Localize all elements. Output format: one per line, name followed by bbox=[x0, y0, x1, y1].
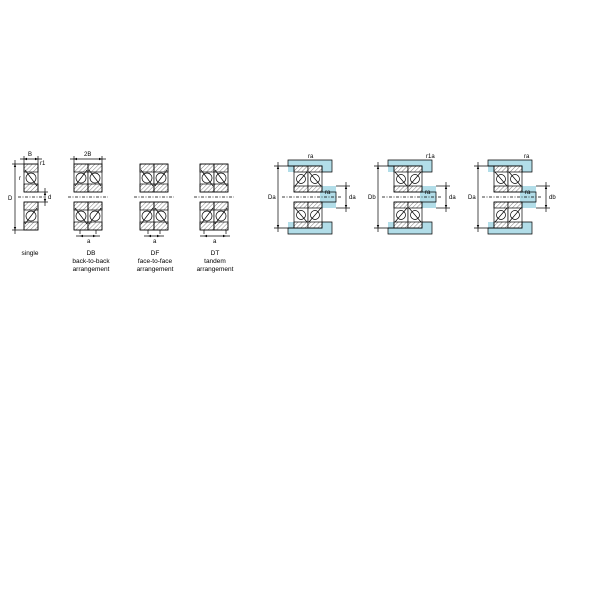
dim-r1: r1 bbox=[40, 161, 46, 167]
dim-a-df: a bbox=[153, 239, 157, 245]
fig-fit1: ra ra Da da bbox=[268, 150, 358, 250]
caption-single: single bbox=[22, 250, 39, 258]
caption-dt: DT tandem arrangement bbox=[197, 250, 234, 274]
dim-r: r bbox=[19, 176, 21, 182]
dim-a-dt: a bbox=[213, 239, 217, 245]
dim-a-db: a bbox=[87, 239, 91, 245]
dim-da: da bbox=[349, 195, 356, 201]
dt-svg: a bbox=[190, 150, 240, 246]
caption-db: DB back-to-back arrangement bbox=[72, 250, 109, 274]
dim-D: D bbox=[8, 196, 13, 202]
db-svg: 2B a bbox=[62, 150, 120, 246]
dim-ra-f2: ra bbox=[425, 190, 431, 196]
dim-Db: Db bbox=[368, 195, 376, 201]
fit2-svg: r1a ra Db da bbox=[368, 150, 458, 246]
dim-2B: 2B bbox=[84, 152, 91, 158]
fit3-svg: ra ra Da db bbox=[468, 150, 558, 246]
fig-fit3: ra ra Da db bbox=[468, 150, 558, 250]
dim-Da-f3: Da bbox=[468, 195, 476, 201]
df-svg: a bbox=[130, 150, 180, 246]
dim-ra-f3b: ra bbox=[525, 190, 531, 196]
dim-da-f2: da bbox=[449, 195, 456, 201]
fig-dt: a DT tandem arrangement bbox=[190, 150, 240, 274]
dim-Da: Da bbox=[268, 195, 276, 201]
dim-ra1: ra bbox=[308, 154, 314, 160]
fig-single: B r1 r D d single bbox=[8, 150, 52, 258]
fig-fit2: r1a ra Db da bbox=[368, 150, 458, 250]
diagram-stage: B r1 r D d single bbox=[0, 150, 600, 320]
dim-B: B bbox=[28, 152, 32, 158]
fig-df: a DF face-to-face arrangement bbox=[130, 150, 180, 274]
caption-df: DF face-to-face arrangement bbox=[137, 250, 174, 274]
dim-ra2: ra bbox=[325, 190, 331, 196]
dim-db-f3: db bbox=[549, 195, 556, 201]
fit1-svg: ra ra Da da bbox=[268, 150, 358, 246]
fig-db: 2B a DB back-to-back arrangement bbox=[62, 150, 120, 274]
dim-r1a: r1a bbox=[426, 154, 435, 160]
single-bearing-svg: B r1 r D d bbox=[8, 150, 52, 246]
dim-ra-f3t: ra bbox=[524, 154, 530, 160]
dim-d: d bbox=[48, 195, 51, 201]
